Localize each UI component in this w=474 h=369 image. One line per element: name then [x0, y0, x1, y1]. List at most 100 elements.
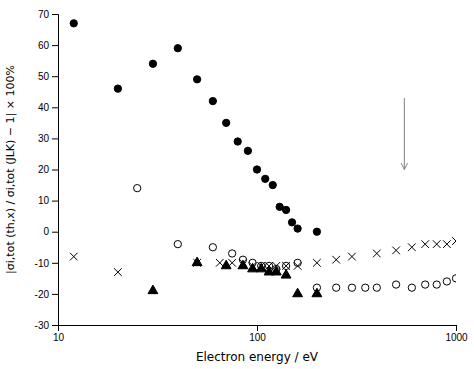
point [248, 263, 258, 272]
tick-mark [52, 263, 58, 264]
tick: 1000 [445, 325, 468, 343]
point [174, 45, 181, 52]
tick-mark [52, 325, 58, 326]
tick-label: 0 [43, 226, 49, 237]
y-axis-line [52, 15, 59, 326]
x-axis-title: Electron energy / eV [196, 350, 319, 364]
tick-label: -20 [35, 289, 50, 300]
point [134, 185, 141, 192]
point [348, 253, 356, 261]
point [293, 288, 303, 297]
tick: -30 [35, 320, 58, 331]
series [70, 20, 320, 236]
point [422, 281, 429, 288]
tick-mark [52, 170, 58, 171]
point [209, 97, 216, 104]
series [70, 237, 456, 276]
tick-label: 70 [38, 9, 50, 20]
tick: 30 [38, 133, 58, 144]
tick: 60 [38, 40, 58, 51]
point [148, 285, 158, 294]
tick: -10 [35, 258, 58, 269]
y-axis: -30 -20 -10 0 10 20 30 40 50 60 70 [35, 9, 59, 331]
point [70, 20, 77, 27]
tick-label: 20 [38, 164, 50, 175]
point [443, 240, 451, 248]
point [392, 247, 400, 255]
point [253, 166, 260, 173]
tick-mark [52, 201, 58, 202]
tick-label: -10 [35, 258, 50, 269]
x-axis: 10 100 1000 [53, 325, 468, 343]
tick-mark [52, 107, 58, 108]
point [70, 253, 78, 261]
point [452, 275, 456, 282]
point [313, 228, 320, 235]
point [209, 244, 216, 251]
tick: 0 [43, 226, 58, 237]
point [373, 284, 380, 291]
arrow [404, 98, 405, 170]
point [238, 260, 248, 269]
tick-label: 1000 [445, 332, 468, 343]
tick: 40 [38, 102, 58, 113]
tick-mark [52, 138, 58, 139]
point [294, 262, 302, 270]
tick: 20 [38, 164, 58, 175]
point [271, 266, 281, 275]
tick-label: 40 [38, 102, 50, 113]
point [294, 225, 301, 232]
point [348, 284, 355, 291]
point [149, 60, 156, 67]
point [244, 147, 251, 154]
tick: 70 [38, 9, 58, 20]
point [362, 284, 369, 291]
point [452, 237, 456, 245]
point [234, 138, 241, 145]
series [148, 257, 322, 297]
point [114, 268, 122, 276]
point [421, 240, 429, 248]
point [373, 250, 381, 258]
tick: 10 [53, 325, 65, 343]
point [269, 181, 276, 188]
point [174, 240, 181, 247]
x-axis-line [59, 326, 457, 332]
point [332, 256, 340, 264]
tick-label: 60 [38, 40, 50, 51]
tick-label: 50 [38, 71, 50, 82]
point [313, 259, 321, 267]
tick: -20 [35, 289, 58, 300]
point [281, 270, 291, 279]
point [282, 262, 289, 269]
tick-label: 10 [38, 195, 50, 206]
tick-label: -30 [35, 320, 50, 331]
tick-mark [456, 325, 457, 331]
tick: 50 [38, 71, 58, 82]
point [333, 284, 340, 291]
point [392, 281, 399, 288]
point [312, 288, 322, 297]
point [288, 219, 295, 226]
plot-area: 10 100 1000 -30 -20 -10 0 10 20 30 40 50 60 70 [35, 9, 469, 343]
tick-label: 100 [249, 332, 266, 343]
point [262, 175, 269, 182]
point [216, 259, 224, 267]
tick-label: 30 [38, 133, 50, 144]
y-axis-title: |σi,tot (th,x) / σi,tot (JLK) − 1| × 100… [4, 65, 17, 274]
point [433, 240, 441, 248]
point [408, 243, 416, 251]
tick-mark [52, 14, 58, 15]
point [433, 281, 440, 288]
tick: 100 [249, 325, 266, 343]
point [228, 250, 235, 257]
point [193, 76, 200, 83]
tick-mark [52, 232, 58, 233]
point [443, 278, 450, 285]
point [114, 85, 121, 92]
tick: 10 [38, 195, 58, 206]
series [134, 185, 456, 292]
tick-mark [52, 294, 58, 295]
point [282, 206, 289, 213]
tick-mark [52, 76, 58, 77]
